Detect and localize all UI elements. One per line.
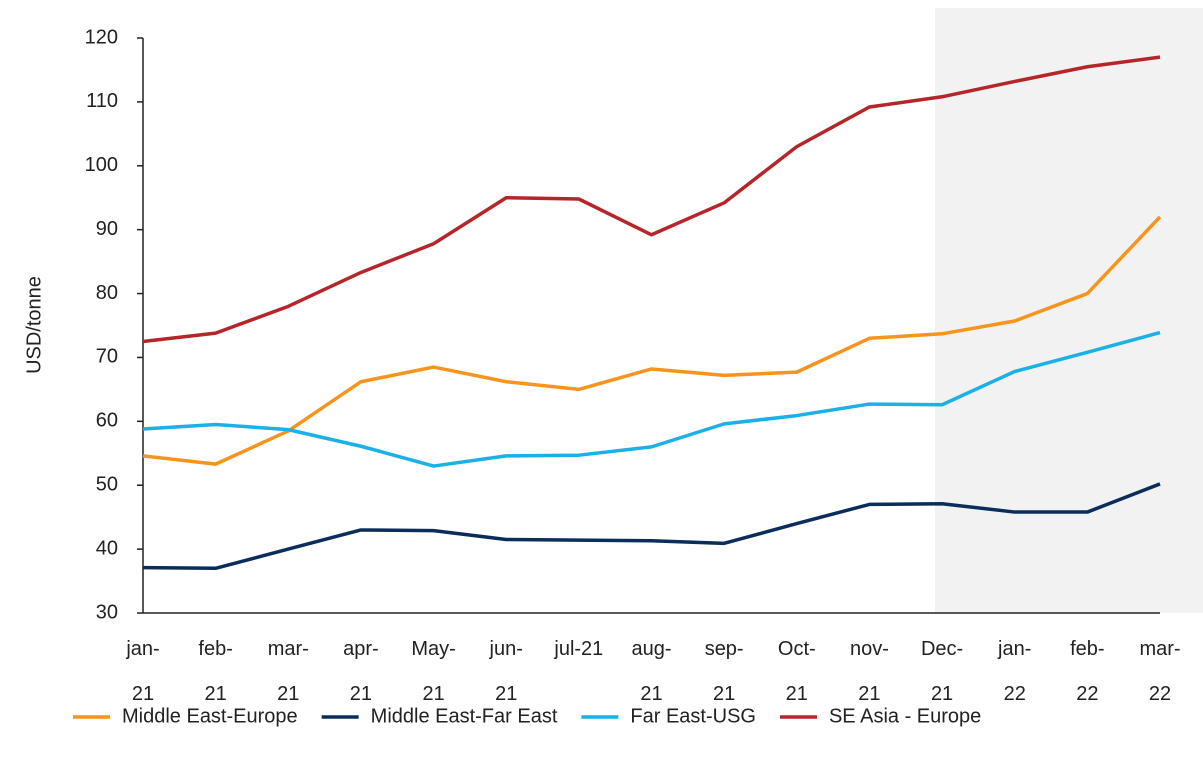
x-tick-label: feb-22 (1070, 638, 1105, 705)
x-tick-label: mar-22 (1139, 638, 1181, 705)
series-line (142, 330, 1161, 468)
x-tick-label: jun-21 (489, 638, 523, 705)
forecast-shade (935, 8, 1203, 613)
x-tick-label: mar-21 (267, 638, 309, 705)
y-tick-label: 80 (96, 282, 118, 304)
legend-label: Middle East-Europe (122, 705, 298, 727)
x-tick-label: jul-21 (554, 638, 604, 660)
legend-label: Middle East-Far East (371, 705, 558, 727)
y-tick-label: 70 (96, 346, 118, 368)
y-tick-label: 90 (96, 218, 118, 240)
y-tick-label: 60 (96, 410, 118, 432)
series-line (142, 215, 1162, 466)
x-tick-label: jan-22 (998, 638, 1032, 705)
x-tick-label: jan-21 (126, 638, 160, 705)
x-tick-label: feb-21 (198, 638, 233, 705)
x-tick-label: May-21 (411, 638, 456, 705)
y-axis-label: USD/tonne (23, 276, 45, 374)
y-tick-label: 50 (96, 474, 118, 496)
legend-label: SE Asia - Europe (829, 705, 981, 727)
y-tick-label: 120 (85, 26, 118, 48)
x-tick-label: Dec-21 (920, 638, 964, 705)
x-tick-label: aug-21 (631, 638, 672, 705)
y-tick-label: 110 (86, 90, 118, 112)
y-tick-label: 100 (85, 154, 118, 176)
series-line (142, 55, 1161, 344)
x-tick-label: sep-21 (704, 638, 744, 705)
series-line (142, 482, 1161, 571)
y-tick-label: 30 (96, 601, 118, 623)
legend-label: Far East-USG (630, 705, 756, 727)
x-tick-label: nov-21 (849, 638, 889, 705)
x-tick-label: apr-21 (343, 638, 379, 705)
x-tick-label: Oct-21 (777, 638, 816, 705)
y-tick-label: 40 (96, 537, 118, 559)
